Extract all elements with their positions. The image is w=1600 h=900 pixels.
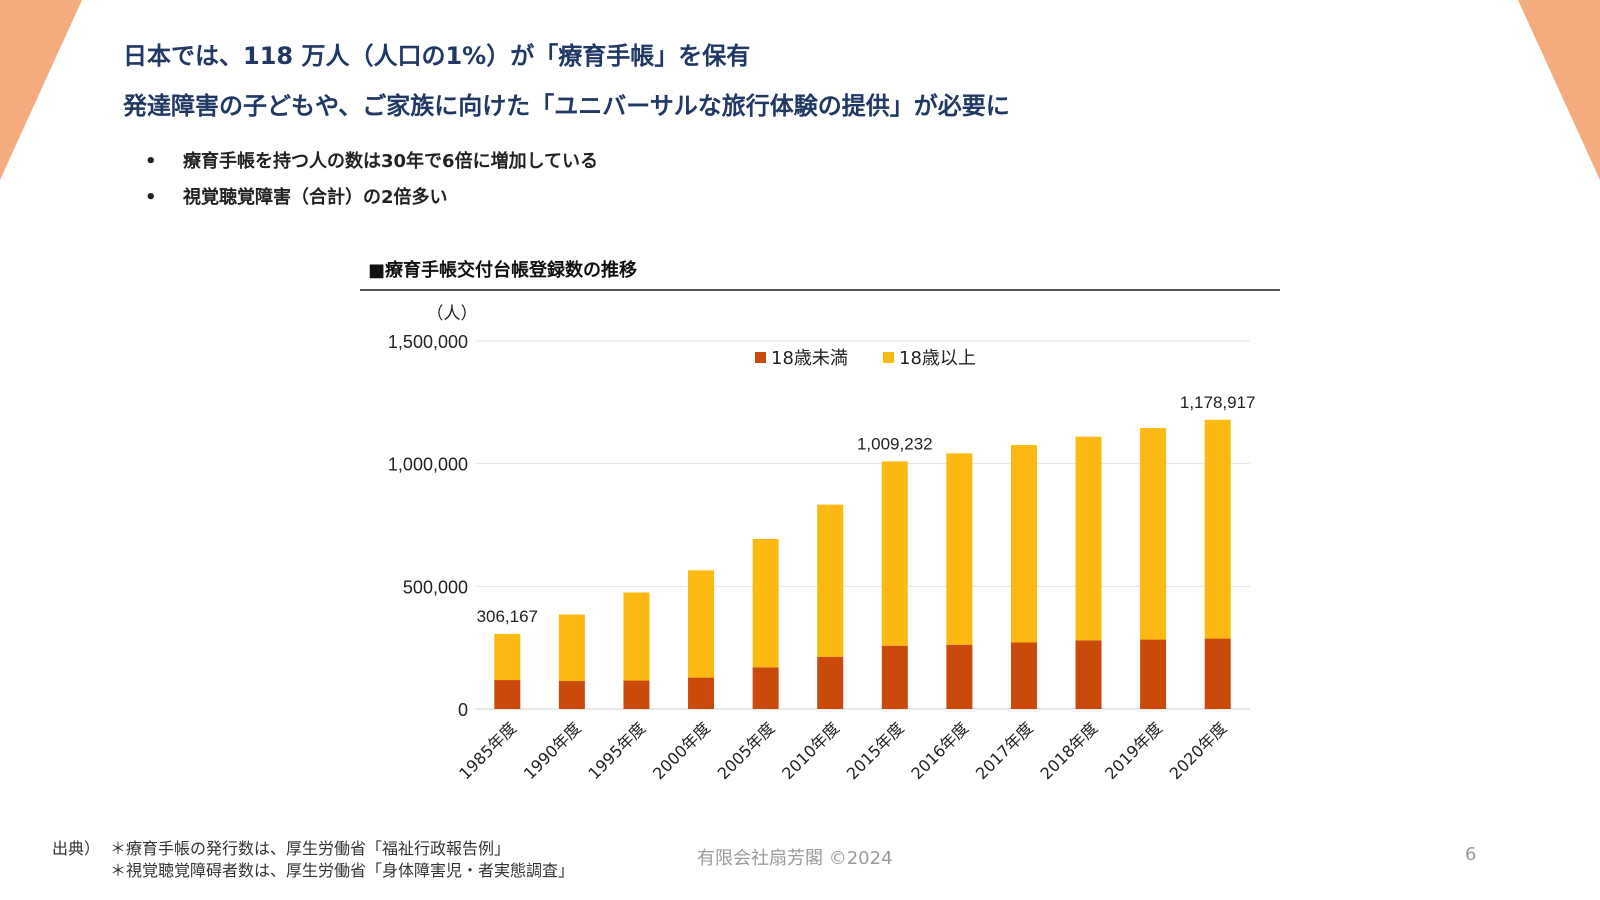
x-tick-label: 2005年度 — [714, 718, 779, 783]
y-tick-label: 1,000,000 — [388, 455, 468, 475]
bullet-text: 視覚聴覚障害（合計）の2倍多い — [183, 187, 448, 208]
source-line: ＊療育手帳の発行数は、厚生労働省「福祉行政報告例」 — [110, 839, 511, 858]
bar-segment — [688, 677, 715, 709]
bar-segment — [1010, 445, 1037, 643]
corner-decoration-right — [1518, 0, 1600, 180]
bar-segment — [1140, 639, 1167, 709]
bar-segment — [1204, 419, 1231, 639]
bar-segment — [946, 644, 973, 709]
stacked-bar-chart: 0 500,000 1,000,000 1,500,000 （人） 1985年度 1990年… — [388, 304, 1256, 783]
bullet-item: • 療育手帳を持つ人の数は30年で6倍に増加している — [145, 150, 598, 186]
page-number: 6 — [1465, 844, 1477, 865]
headline-secondary: 発達障害の子どもや、ご家族に向けた「ユニバーサルな旅行体験の提供」が必要に — [123, 92, 1010, 120]
x-tick-label: 2010年度 — [778, 718, 843, 783]
bar-segment — [946, 453, 973, 645]
chart-title-rule — [360, 289, 1280, 291]
bar-segment — [1075, 640, 1102, 709]
legend-swatch — [755, 352, 766, 363]
bullet-marker: • — [145, 151, 157, 172]
source-notes: 出典） ＊療育手帳の発行数は、厚生労働省「福祉行政報告例」 ＊視覚聴覚障碍者数は、… — [52, 838, 574, 882]
bar-segment — [1010, 642, 1037, 709]
data-label: 1,178,917 — [1180, 393, 1256, 412]
bar-segment — [881, 461, 908, 646]
bar-segment — [623, 680, 650, 709]
y-axis-unit-label: （人） — [427, 304, 478, 324]
y-tick-label: 0 — [458, 700, 468, 720]
bullet-item: • 視覚聴覚障害（合計）の2倍多い — [145, 186, 598, 222]
bar-segment — [1140, 428, 1167, 640]
x-tick-label: 2018年度 — [1037, 718, 1102, 783]
bullet-marker: • — [145, 187, 157, 208]
bar-segment — [558, 681, 585, 709]
source-line: ＊視覚聴覚障碍者数は、厚生労働省「身体障害児・者実態調査」 — [110, 861, 575, 880]
bullet-text: 療育手帳を持つ人の数は30年で6倍に増加している — [183, 151, 599, 172]
data-label: 306,167 — [477, 607, 538, 626]
y-tick-label: 500,000 — [403, 577, 468, 597]
bar-segment — [1204, 638, 1231, 709]
legend-label: 18歳未満 — [771, 348, 848, 369]
bar-segment — [1075, 436, 1102, 641]
x-tick-label: 1985年度 — [455, 718, 520, 783]
data-label: 1,009,232 — [857, 434, 933, 453]
x-tick-label: 1990年度 — [520, 718, 585, 783]
bullet-list: • 療育手帳を持つ人の数は30年で6倍に増加している • 視覚聴覚障害（合計）の2倍… — [145, 150, 598, 222]
x-tick-label: 2000年度 — [649, 718, 714, 783]
x-tick-label: 2020年度 — [1166, 718, 1231, 783]
copyright: 有限会社扇芳閣 ©2024 — [697, 848, 893, 869]
bar-segment — [881, 645, 908, 709]
bar-segment — [817, 656, 844, 709]
y-tick-label: 1,500,000 — [388, 332, 468, 352]
bar-segment — [752, 538, 779, 668]
bar-segment — [817, 504, 844, 657]
x-tick-label: 2019年度 — [1101, 718, 1166, 783]
legend-swatch — [883, 352, 894, 363]
bar-segment — [688, 570, 715, 678]
bar-segment — [494, 680, 521, 709]
x-tick-label: 2017年度 — [972, 718, 1037, 783]
bar-segment — [494, 633, 521, 681]
bar-segment — [623, 592, 650, 681]
x-tick-label: 2016年度 — [907, 718, 972, 783]
legend-label: 18歳以上 — [899, 348, 976, 369]
bar-segment — [752, 667, 779, 709]
source-label: 出典） — [52, 839, 101, 858]
headline-primary: 日本では、118 万人（人口の1%）が「療育手帳」を保有 — [123, 42, 751, 70]
bar-segment — [558, 614, 585, 682]
x-tick-label: 2015年度 — [843, 718, 908, 783]
x-tick-label: 1995年度 — [584, 718, 649, 783]
corner-decoration-left — [0, 0, 82, 180]
chart-title: ■療育手帳交付台帳登録数の推移 — [368, 260, 638, 281]
